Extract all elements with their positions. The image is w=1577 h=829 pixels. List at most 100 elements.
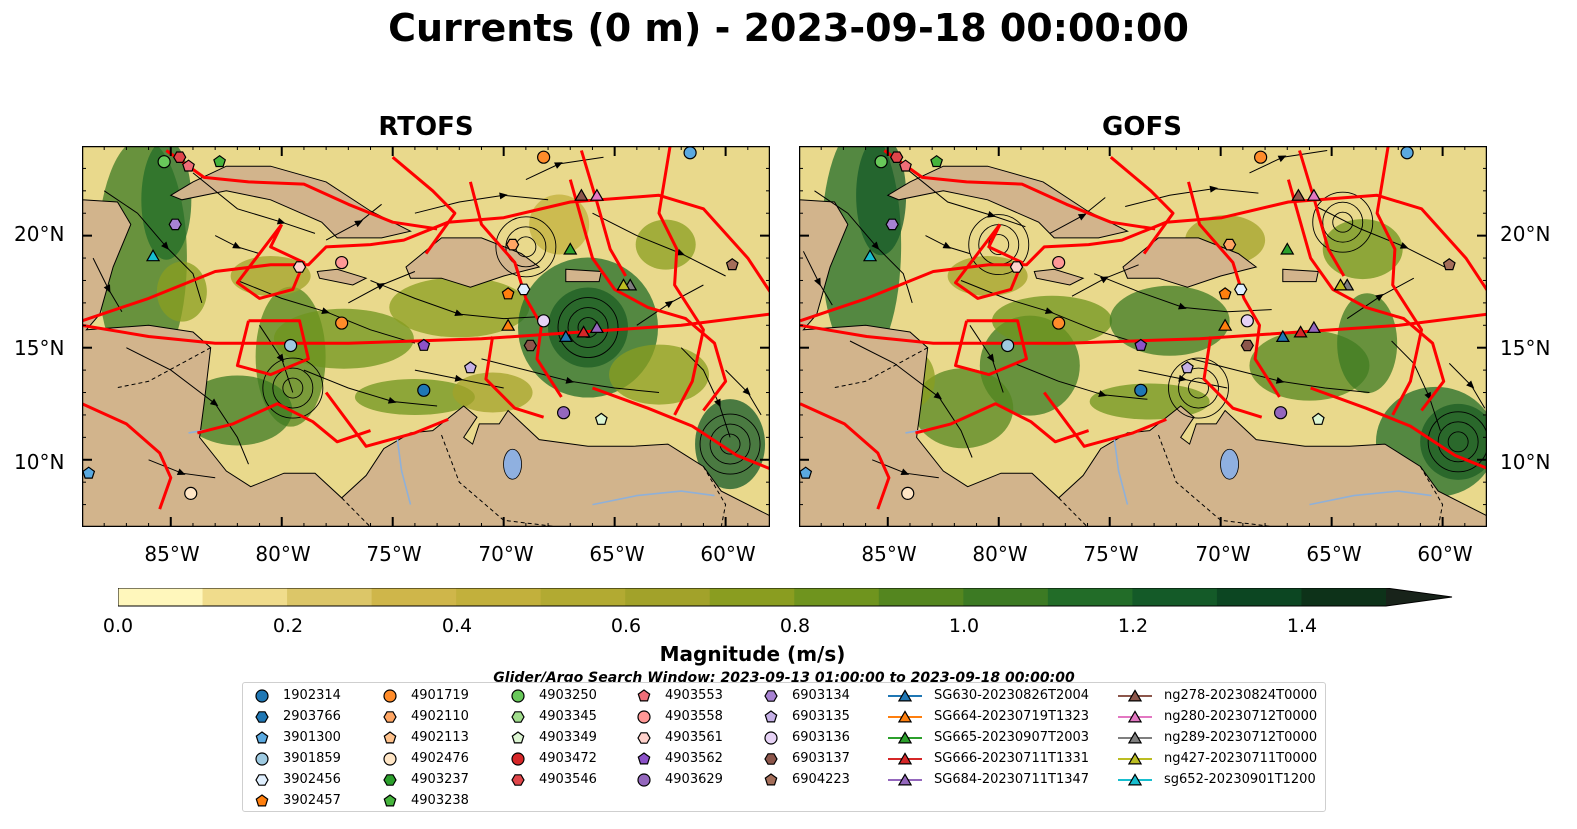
rtofs-current-magnitude-patch bbox=[695, 399, 766, 490]
legend-column: 4903250 4903345 4903349 4903472 4903546 bbox=[507, 685, 597, 790]
rtofs-border bbox=[115, 347, 211, 389]
rtofs-float-marker bbox=[213, 154, 227, 168]
rtofs-streamline bbox=[592, 212, 726, 277]
legend-marker-shape bbox=[764, 772, 778, 785]
rtofs-glider-track bbox=[235, 223, 306, 300]
colorbar-bin bbox=[963, 588, 1049, 606]
legend-item: 4903250 bbox=[507, 685, 597, 706]
legend-label: 4903562 bbox=[665, 751, 723, 766]
rtofs-glider-track bbox=[165, 149, 438, 231]
gofs-streamline-arrow bbox=[1100, 276, 1109, 284]
gofs-streamline-arrow bbox=[900, 468, 910, 475]
rtofs-float-marker bbox=[594, 412, 608, 425]
colorbar-tick-0: 0.0 bbox=[102, 615, 134, 637]
gofs-eddy-streamline bbox=[1332, 211, 1354, 233]
rtofs-float-marker bbox=[184, 486, 198, 500]
rtofs-streamline-arrow bbox=[161, 241, 169, 250]
lon-label-85w-left: 85°W bbox=[144, 542, 200, 566]
legend-marker-icon bbox=[1118, 688, 1152, 701]
gofs-streamline-arrow bbox=[1466, 380, 1475, 389]
rtofs-current-magnitude-patch bbox=[141, 146, 192, 260]
rtofs-streamline-arrowhead bbox=[676, 248, 685, 256]
rtofs-float-marker bbox=[335, 316, 349, 330]
gofs-float-marker bbox=[885, 218, 899, 231]
rtofs-streamline-arrowhead bbox=[565, 376, 575, 384]
legend-label: 4903237 bbox=[411, 772, 469, 787]
legend-item: SG666-20230711T1331 bbox=[886, 748, 1089, 769]
legend-marker-icon bbox=[764, 752, 778, 765]
colorbar-tick-1: 0.2 bbox=[272, 615, 304, 637]
gofs-current-magnitude-patch bbox=[1089, 383, 1210, 420]
legend-column: 6903134 6903135 6903136 6903137 6904223 bbox=[760, 685, 850, 790]
rtofs-river bbox=[592, 490, 715, 506]
gofs-streamline-arrowhead bbox=[986, 353, 995, 363]
gofs-eddy-streamline bbox=[1188, 377, 1209, 399]
rtofs-glider-track bbox=[484, 336, 545, 419]
rtofs-streamline-arrow bbox=[664, 300, 674, 309]
rtofs-glider-track bbox=[82, 312, 770, 345]
gofs-streamline-arrowhead bbox=[1466, 380, 1475, 389]
lat-label-15n-right: 15°N bbox=[1500, 336, 1551, 360]
rtofs-land-mass bbox=[169, 165, 412, 239]
gofs-streamline-arrow bbox=[942, 241, 952, 249]
gofs-border bbox=[832, 347, 928, 389]
rtofs-streamline-arrowhead bbox=[714, 398, 721, 408]
rtofs-land-mass bbox=[565, 268, 602, 283]
gofs-float-marker bbox=[1311, 412, 1325, 425]
rtofs-streamline-arrow bbox=[454, 309, 464, 317]
legend-label: 6903137 bbox=[792, 751, 850, 766]
rtofs-current-magnitude-patch bbox=[354, 379, 475, 416]
rtofs-streamline-arrowhead bbox=[742, 387, 751, 396]
rtofs-panel-title: RTOFS bbox=[378, 112, 474, 142]
rtofs-eddy-streamline bbox=[557, 297, 619, 358]
legend-item: 4903238 bbox=[379, 790, 469, 811]
legend-marker-icon bbox=[255, 793, 269, 806]
rtofs-streamline-arrowhead bbox=[387, 396, 397, 404]
gofs-glider-track bbox=[799, 402, 891, 510]
legend-marker-shape bbox=[637, 772, 651, 787]
legend-label: 4903546 bbox=[539, 772, 597, 787]
gofs-current-magnitude-patch bbox=[1109, 285, 1230, 356]
legend-marker-shape bbox=[1127, 751, 1143, 764]
legend-marker-shape bbox=[637, 709, 651, 724]
rtofs-streamline-arrow bbox=[321, 307, 330, 315]
legend-column: 1902314 2903766 3901300 3901859 3902456 39024… bbox=[251, 685, 341, 811]
legend-marker-shape bbox=[255, 688, 269, 703]
rtofs-streamline-arrow bbox=[103, 284, 111, 294]
rtofs-map-canvas bbox=[82, 146, 770, 527]
rtofs-streamline bbox=[192, 172, 316, 234]
legend-item: SG665-20230907T2003 bbox=[886, 727, 1089, 748]
rtofs-streamline bbox=[303, 369, 438, 407]
legend-marker-icon bbox=[888, 730, 922, 743]
rtofs-lake-maracaibo bbox=[503, 448, 522, 480]
rtofs-streamline-arrow bbox=[387, 396, 397, 404]
rtofs-streamline-arrow bbox=[554, 162, 563, 169]
gofs-glider-track bbox=[1109, 156, 1175, 255]
gofs-streamline-arrowhead bbox=[900, 468, 910, 475]
rtofs-float-marker bbox=[558, 329, 573, 342]
gofs-streamline-arrowhead bbox=[942, 241, 952, 249]
rtofs-float-marker bbox=[683, 146, 697, 160]
rtofs-float-marker bbox=[417, 338, 431, 351]
gofs-float-marker bbox=[1291, 188, 1306, 201]
legend-marker-icon bbox=[1118, 772, 1152, 785]
legend-marker-shape bbox=[255, 773, 269, 786]
legend-marker-icon bbox=[383, 688, 397, 703]
colorbar-extend-arrow bbox=[1386, 588, 1452, 606]
rtofs-glider-track bbox=[391, 156, 457, 255]
gofs-streamline-arrowhead bbox=[1100, 276, 1109, 284]
lat-label-15n-left: 15°N bbox=[14, 336, 65, 360]
gofs-streamline-arrowhead bbox=[1098, 390, 1107, 397]
rtofs-glider-track bbox=[324, 391, 449, 448]
gofs-float-marker bbox=[799, 466, 813, 479]
colorbar-bin bbox=[625, 588, 711, 606]
rtofs-glider-track bbox=[235, 319, 310, 377]
gofs-streamline-arrowhead bbox=[933, 391, 943, 400]
legend-label: 3902456 bbox=[283, 772, 341, 787]
rtofs-glider-track bbox=[568, 179, 728, 412]
gofs-glider-track bbox=[1042, 391, 1167, 448]
rtofs-float-marker bbox=[537, 150, 551, 164]
gofs-float-marker bbox=[1400, 146, 1414, 160]
rtofs-map bbox=[82, 146, 770, 527]
gofs-eddy-streamline bbox=[1168, 357, 1229, 419]
